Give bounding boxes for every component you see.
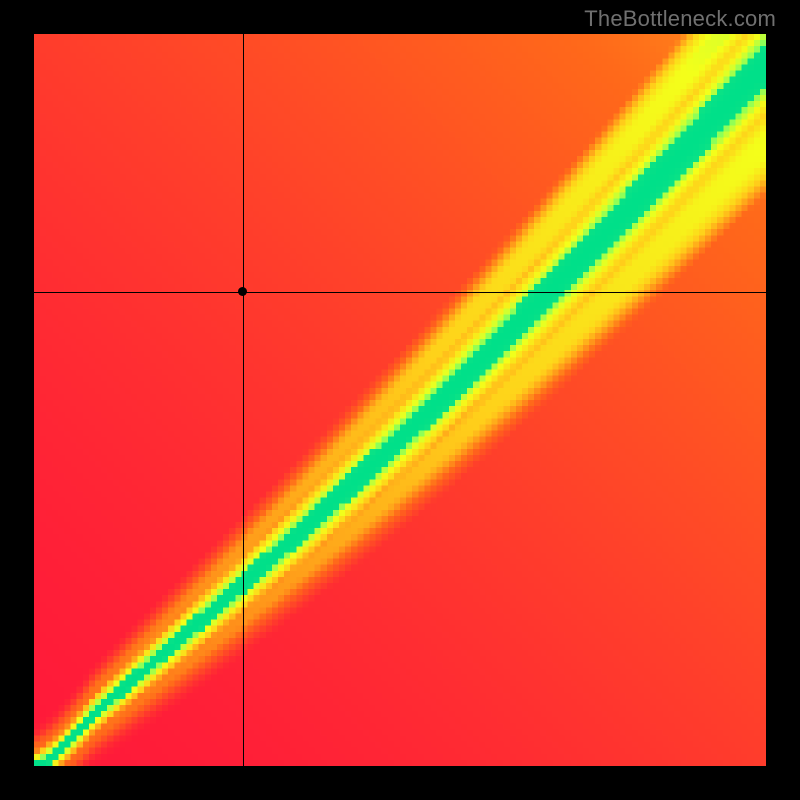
watermark-text: TheBottleneck.com xyxy=(584,6,776,32)
heatmap-canvas xyxy=(34,34,766,766)
heatmap-plot xyxy=(34,34,766,766)
chart-frame: TheBottleneck.com xyxy=(0,0,800,800)
